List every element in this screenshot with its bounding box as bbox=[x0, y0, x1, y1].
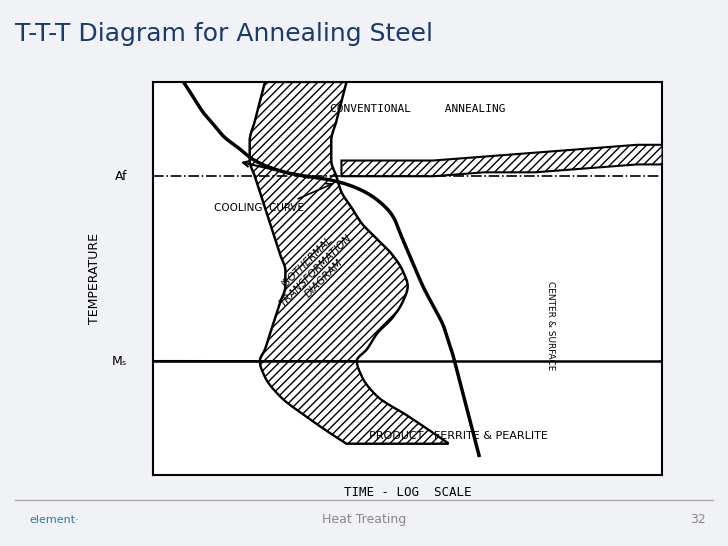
Text: PRODUCT   FERRITE & PEARLITE: PRODUCT FERRITE & PEARLITE bbox=[369, 431, 548, 441]
Text: T-T-T Diagram for Annealing Steel: T-T-T Diagram for Annealing Steel bbox=[15, 22, 432, 46]
Polygon shape bbox=[153, 82, 285, 361]
Polygon shape bbox=[341, 145, 662, 176]
Text: 32: 32 bbox=[690, 513, 706, 526]
Text: COOLING  CURVE: COOLING CURVE bbox=[214, 203, 304, 213]
Text: Mₛ: Mₛ bbox=[112, 354, 127, 367]
Text: CONVENTIONAL     ANNEALING: CONVENTIONAL ANNEALING bbox=[330, 104, 506, 115]
Text: Af: Af bbox=[115, 170, 127, 183]
Polygon shape bbox=[153, 361, 448, 443]
Polygon shape bbox=[250, 82, 448, 443]
Text: ISOTHERMAL
TRANSFORMATION
DIAGRAM: ISOTHERMAL TRANSFORMATION DIAGRAM bbox=[270, 224, 362, 317]
Text: Heat Treating: Heat Treating bbox=[322, 513, 406, 526]
Text: CENTER & SURFACE: CENTER & SURFACE bbox=[546, 281, 555, 370]
X-axis label: TIME - LOG  SCALE: TIME - LOG SCALE bbox=[344, 486, 472, 499]
Text: TEMPERATURE: TEMPERATURE bbox=[88, 233, 101, 324]
Text: element·: element· bbox=[29, 515, 79, 525]
